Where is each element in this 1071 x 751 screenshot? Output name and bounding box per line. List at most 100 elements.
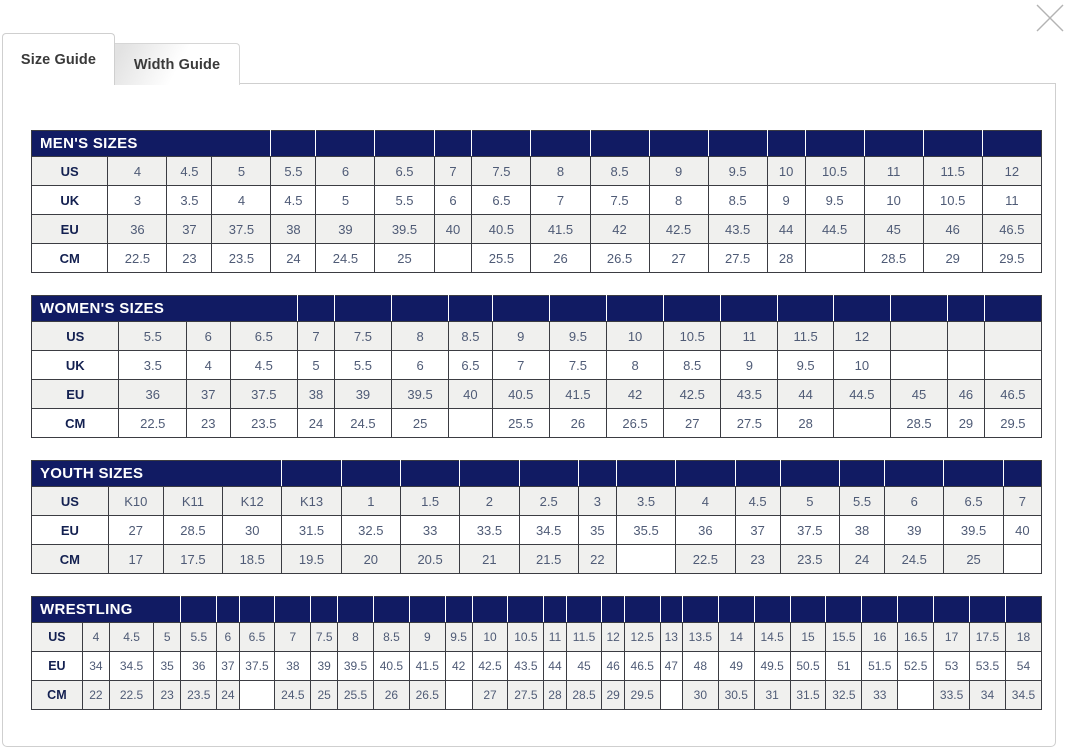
size-cell: 6 [884,486,945,516]
size-cell: 35 [577,515,617,545]
table-title: WOMEN'S SIZES [30,295,299,322]
size-cell [448,408,493,438]
size-cell: 5.5 [180,622,218,652]
size-cell: 6.5 [471,185,532,215]
header-cell [825,596,863,623]
size-cell: 22 [81,680,111,710]
size-cell: 27.5 [720,408,779,438]
table-row-cm: CM 22 22.5 23 23.5 24 24.5 25 25.5 26 26.5 27 27.5 28… [31,680,1043,710]
size-cell: 12 [601,622,625,652]
header-cell [663,295,722,322]
size-cell: 6.5 [448,350,493,380]
close-button[interactable] [1034,2,1066,34]
header-cell [530,130,591,157]
size-cell: 40.5 [491,379,550,409]
size-cell: 23.5 [229,408,299,438]
size-cell: 43.5 [507,651,545,681]
size-cell: 24.5 [333,408,393,438]
size-cell: 23 [166,243,213,273]
header-cell [890,295,949,322]
table-row-cm: CM 22.5 23 23.5 24 24.5 25 25.5 26 26.5 27 27.5 28 28… [30,243,1043,273]
size-guide-modal: MEN'S SIZES US 4 4.5 5 5.5 6 6.5 7 7.5 8 8.5 9 9.5 10 1… [2,83,1056,747]
header-cell [274,596,312,623]
size-cell: 4 [107,156,168,186]
size-cell: 9.5 [548,321,607,351]
header-cell [472,596,509,623]
size-cell: 50.5 [789,651,827,681]
size-cell: 26 [530,243,591,273]
size-cell [947,350,985,380]
size-cell: 7 [274,622,312,652]
size-cell: 20 [340,544,401,574]
size-cell: 14.5 [753,622,791,652]
size-cell: 42 [589,214,650,244]
size-cell: 42.5 [648,214,709,244]
size-cell: 11 [543,622,567,652]
size-cell: 21.5 [518,544,579,574]
size-cell: K12 [222,486,283,516]
size-cell: 30 [681,680,719,710]
tab-width-guide[interactable]: Width Guide [115,43,240,85]
size-cell: 26 [548,408,607,438]
size-cell: 9.5 [444,622,473,652]
size-cell: 6 [390,350,450,380]
size-cell: 19.5 [281,544,342,574]
size-cell: 5 [153,622,182,652]
size-cell: 18 [1004,622,1043,652]
size-cell: 20.5 [399,544,461,574]
size-cell: 7.5 [548,350,607,380]
size-cell: 39.5 [337,651,374,681]
size-cell: 24 [270,243,317,273]
size-cell: 25 [390,408,450,438]
header-cell [578,460,617,487]
header-cell [400,460,461,487]
size-cell: 6 [433,185,473,215]
size-cell: 31.5 [281,515,342,545]
size-cell: 36 [675,515,736,545]
size-cell: 53.5 [969,651,1006,681]
tab-size-guide[interactable]: Size Guide [2,33,115,85]
size-cell: 33 [399,515,461,545]
size-cell: 28.5 [162,515,224,545]
size-cell [433,243,473,273]
size-cell: 22.5 [107,243,168,273]
size-cell: 8.5 [372,622,410,652]
size-cell: 29.5 [983,408,1043,438]
size-cell: 26.5 [605,408,665,438]
size-cell: 41.5 [408,651,446,681]
header-cell [180,596,218,623]
header-cell [943,460,1004,487]
size-cell: 17.5 [969,622,1006,652]
size-cell: 40 [433,214,473,244]
row-label: CM [31,680,83,710]
size-cell: 6 [216,622,240,652]
header-cell [471,130,532,157]
size-cell: 48 [681,651,719,681]
size-cell: 4.5 [166,156,213,186]
header-cell [373,596,410,623]
size-cell: 42 [444,651,473,681]
size-cell: 22.5 [109,680,155,710]
size-cell: 24 [297,408,335,438]
size-cell: 4.5 [229,350,299,380]
size-cell: 11.5 [565,622,603,652]
header-cell [315,130,376,157]
size-cell: 43.5 [707,214,768,244]
size-cell: 31.5 [789,680,827,710]
header-cell [334,295,393,322]
size-cell [1002,544,1043,574]
row-label: US [30,321,120,351]
size-cell [947,321,985,351]
size-cell: 46 [922,214,983,244]
header-cell [341,460,401,487]
header-cell [492,295,550,322]
size-cell: 37.5 [229,379,299,409]
header-cell [434,130,473,157]
size-cell: 3 [577,486,617,516]
size-cell: 41.5 [530,214,591,244]
size-cell: 37.5 [238,651,276,681]
size-cell: 45 [889,379,949,409]
size-cell: 8 [530,156,591,186]
header-cell [708,130,768,157]
size-cell: 29.5 [623,680,661,710]
